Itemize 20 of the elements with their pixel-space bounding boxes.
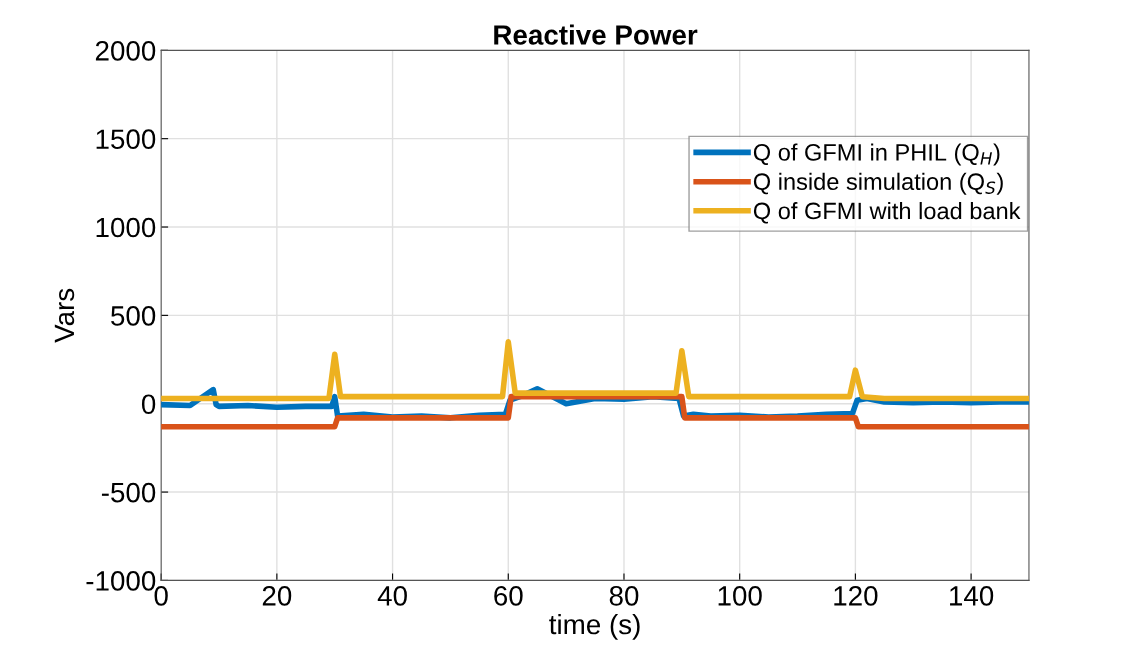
x-tick-label: 60 bbox=[494, 586, 523, 606]
y-tick-label: 500 bbox=[111, 306, 156, 326]
legend-label: Q of GFMI in PHIL (Q$_{H}$) bbox=[753, 143, 1000, 166]
x-tick-label: 40 bbox=[377, 586, 407, 606]
x-tick-label: 80 bbox=[609, 586, 639, 606]
legend-label: Q inside simulation (Q$_{S}$) bbox=[753, 172, 1003, 195]
chart-title: Reactive Power bbox=[494, 24, 698, 45]
y-tick-label: -500 bbox=[101, 482, 156, 503]
y-tick-label: 1000 bbox=[96, 217, 156, 238]
y-tick-label: 2000 bbox=[95, 40, 156, 61]
x-axis-title: time (s) bbox=[549, 613, 640, 640]
y-tick-label: 0 bbox=[141, 394, 156, 415]
y-tick-label: -1000 bbox=[86, 571, 156, 591]
x-tick-label: 120 bbox=[834, 586, 878, 606]
y-tick-label: 1500 bbox=[96, 129, 156, 150]
legend-label: Q of GFMI with load bank bbox=[753, 201, 1021, 224]
x-tick-label: 100 bbox=[718, 586, 762, 606]
x-tick-label: 140 bbox=[950, 586, 994, 606]
x-tick-label: 20 bbox=[262, 586, 292, 606]
y-axis-title: Vars bbox=[54, 288, 75, 343]
